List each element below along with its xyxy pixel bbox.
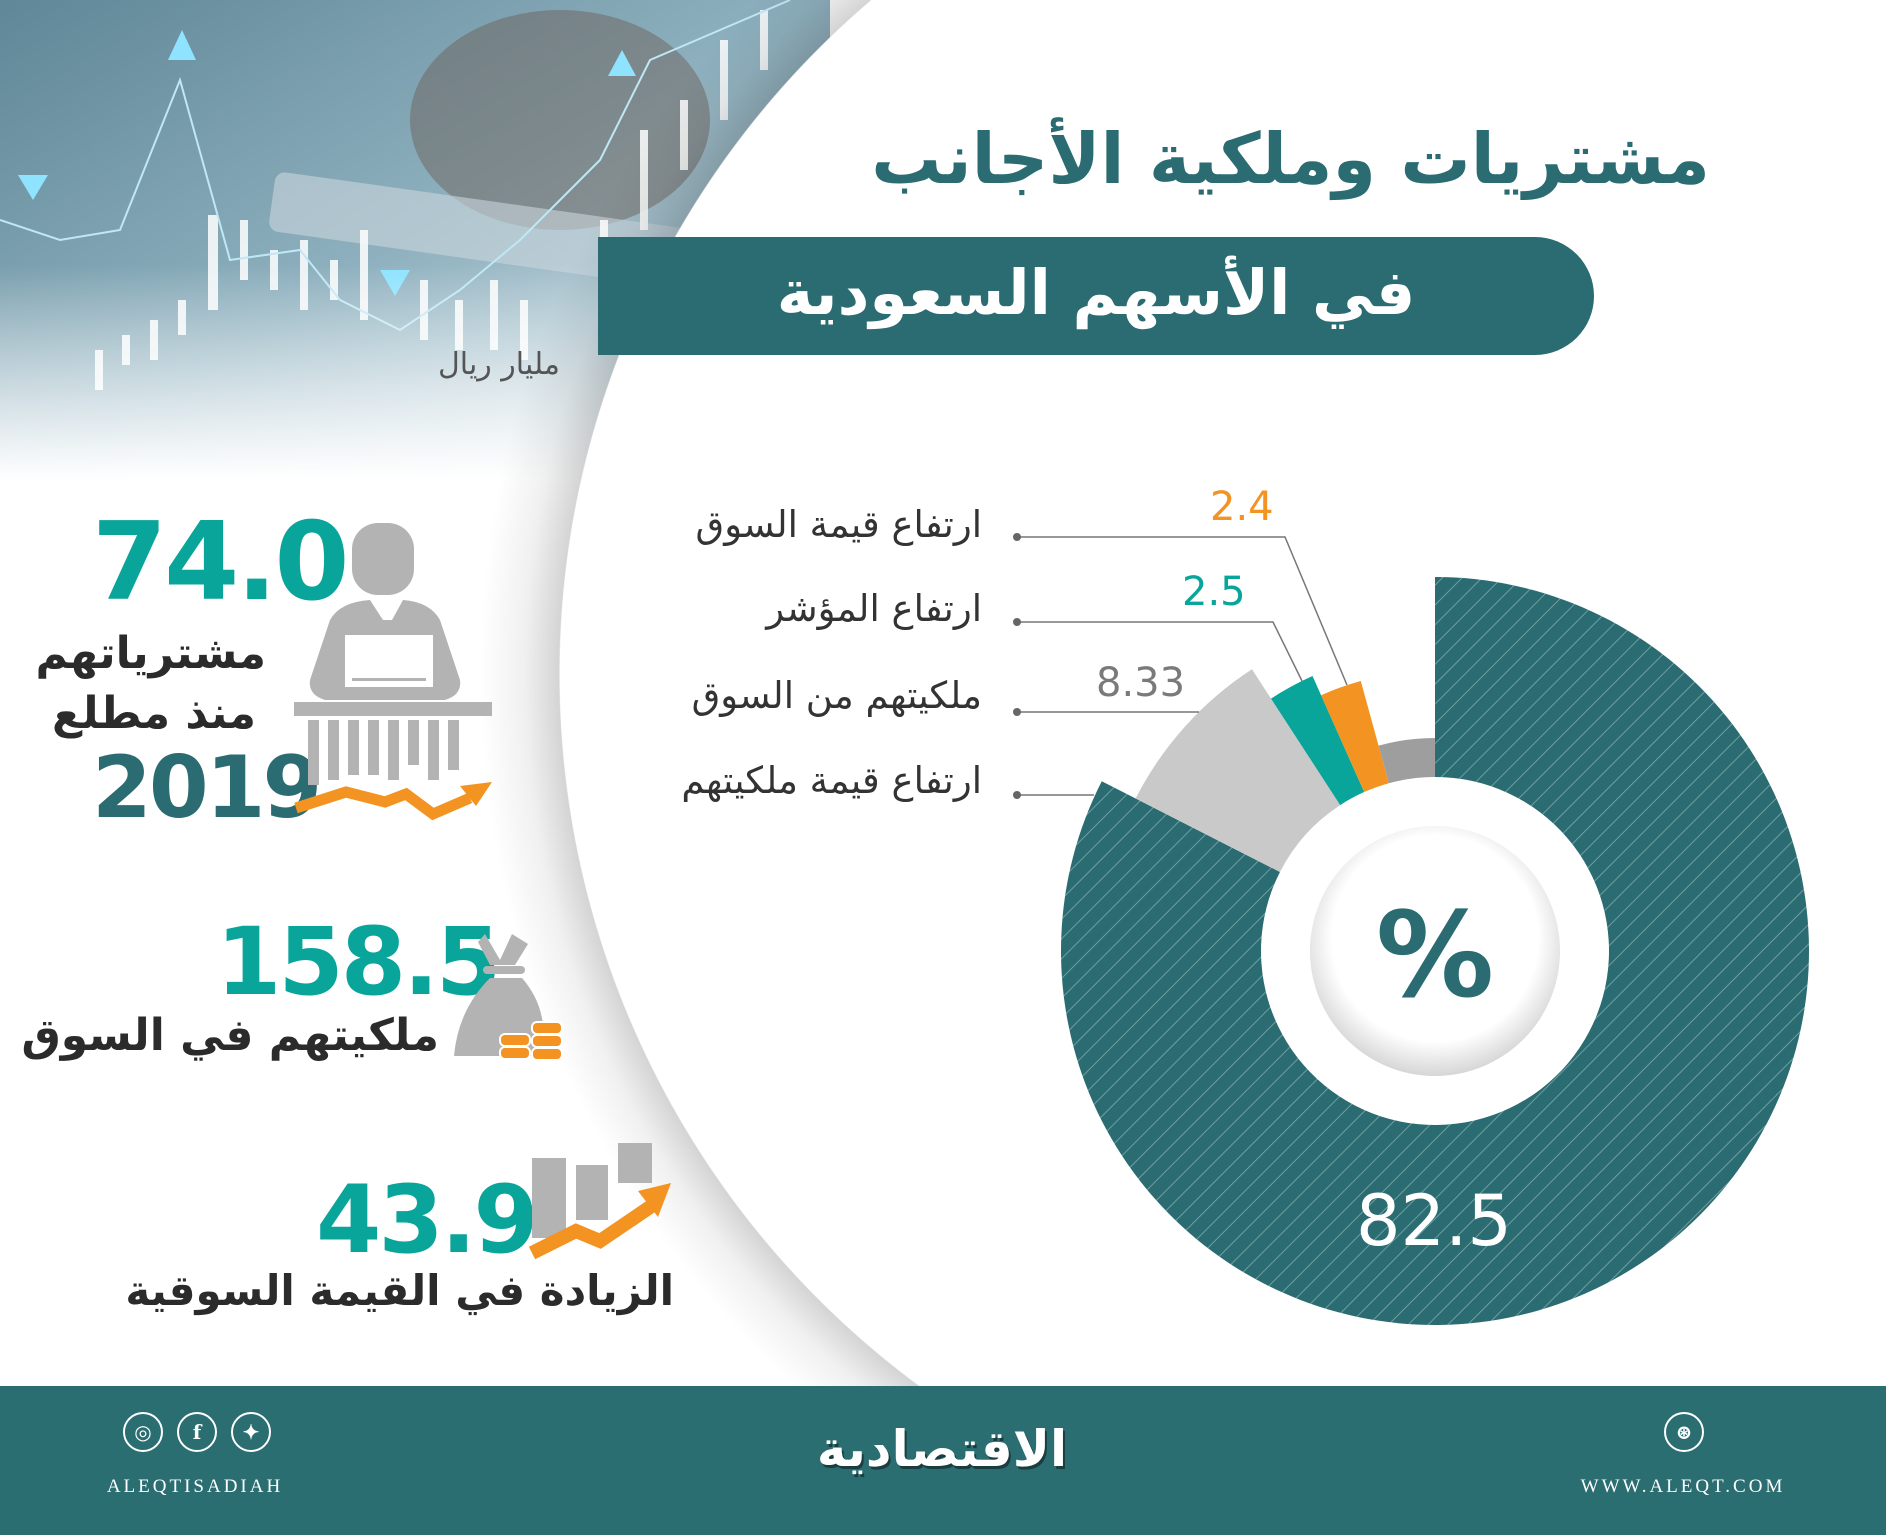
leader-dot xyxy=(1013,618,1021,626)
value-label-2-5: 2.5 xyxy=(1182,569,1246,615)
instagram-icon[interactable]: ◎ xyxy=(123,1412,163,1452)
slice-ownership xyxy=(1135,669,1341,873)
slice-remainder xyxy=(1378,738,1435,784)
twitter-icon[interactable]: ✦ xyxy=(231,1412,271,1452)
purchases-year: 2019 xyxy=(92,738,322,838)
legend-label-market-value: ارتفاع قيمة السوق xyxy=(695,503,983,546)
donut-chart: % xyxy=(1013,533,1810,1325)
center-percent-label: % xyxy=(1376,886,1494,1024)
dribbble-icon[interactable]: ⊛ xyxy=(1664,1412,1704,1452)
money-bag-icon xyxy=(454,934,563,1061)
unit-label: مليار ريال xyxy=(438,347,560,382)
leader-dot xyxy=(1013,791,1021,799)
market-value-increase-value: 43.9 xyxy=(316,1166,539,1275)
title-line-1: مشتريات وملكية الأجانب xyxy=(871,118,1710,200)
leader-dot xyxy=(1013,533,1021,541)
value-label-82-5: 82.5 xyxy=(1356,1180,1512,1262)
value-label-2-4: 2.4 xyxy=(1210,484,1274,530)
value-label-8-33: 8.33 xyxy=(1096,660,1186,706)
slice-ownership-value-rise xyxy=(1061,577,1810,1325)
legend-label-ownership-value: ارتفاع قيمة ملكيتهم xyxy=(681,759,982,802)
purchases-value: 74.0 xyxy=(92,500,349,625)
title-line-2: في الأسهم السعودية xyxy=(776,256,1416,329)
facebook-icon[interactable]: f xyxy=(177,1412,217,1452)
rising-bars-icon xyxy=(528,1143,671,1260)
title-banner xyxy=(598,237,1594,355)
leader-line xyxy=(1017,536,1348,686)
brand-logo: الاقتصادية xyxy=(816,1420,1068,1478)
center-circle xyxy=(1310,826,1560,1076)
social-handle[interactable]: ALEQTISADIAH xyxy=(106,1476,284,1497)
leader-line xyxy=(1017,621,1303,682)
purchases-label-2: منذ مطلع xyxy=(51,688,256,739)
purchases-label-1: مشترياتهم xyxy=(35,628,266,679)
slice-index-rise xyxy=(1271,676,1365,806)
footer xyxy=(0,1386,1886,1535)
legend-label-index: ارتفاع المؤشر xyxy=(766,587,982,630)
ownership-label: ملكيتهم في السوق xyxy=(21,1010,439,1061)
ownership-value: 158.5 xyxy=(216,908,501,1017)
investor-at-desk-icon xyxy=(294,523,492,821)
website-link[interactable]: WWW.ALEQT.COM xyxy=(1580,1476,1786,1497)
market-value-increase-label: الزيادة في القيمة السوقية xyxy=(125,1266,674,1315)
legend-label-ownership: ملكيتهم من السوق xyxy=(691,674,982,717)
slice-market-value-rise xyxy=(1321,681,1389,793)
leader-dot xyxy=(1013,708,1021,716)
